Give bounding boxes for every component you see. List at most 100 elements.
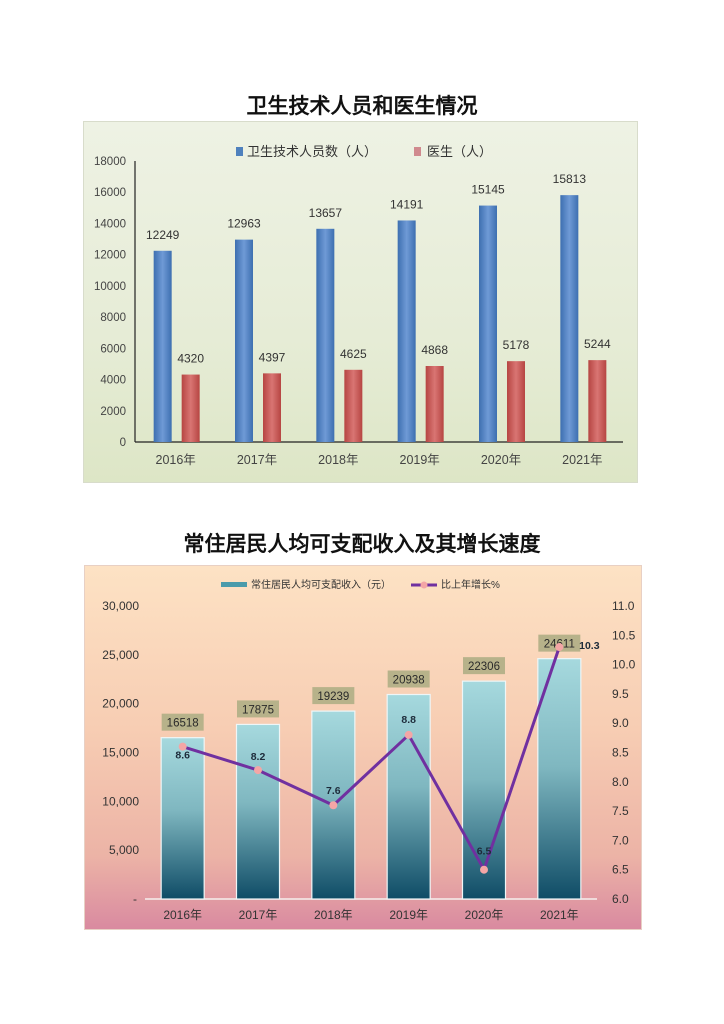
- bar-income: [160, 737, 205, 900]
- bar-income: [537, 658, 582, 900]
- y-left-tick-label: 20,000: [102, 697, 139, 711]
- data-label-staff: 14191: [390, 197, 424, 211]
- bar-doctors: [181, 374, 200, 442]
- x-tick-label: 2017年: [237, 453, 277, 467]
- y-tick-label: 10000: [94, 281, 126, 293]
- bar-staff: [397, 220, 416, 442]
- bar-income: [235, 723, 281, 900]
- x-tick-label: 2019年: [400, 453, 440, 467]
- y-right-tick-label: 10.0: [612, 658, 636, 672]
- x-tick-label: 2021年: [540, 908, 579, 922]
- data-label-staff: 13657: [309, 206, 343, 220]
- y-right-tick-label: 7.0: [612, 833, 629, 847]
- y-left-tick-label: 15,000: [102, 746, 139, 760]
- y-tick-label: 0: [120, 437, 126, 449]
- y-left-tick-label: 30,000: [102, 599, 139, 613]
- y-left-tick-label: 25,000: [102, 648, 139, 662]
- legend-swatch-staff: [236, 147, 243, 156]
- x-tick-label: 2021年: [562, 453, 602, 467]
- chart1-legend: 卫生技术人员数（人） 医生（人）: [236, 144, 492, 159]
- marker-growth: [555, 643, 564, 652]
- x-tick-label: 2018年: [314, 908, 353, 922]
- data-label-growth: 8.6: [175, 750, 190, 762]
- x-tick-label: 2020年: [481, 453, 521, 467]
- data-label-doctors: 4868: [421, 343, 448, 357]
- x-tick-label: 2019年: [389, 908, 428, 922]
- x-tick-label: 2020年: [465, 908, 504, 922]
- data-label-staff: 15813: [553, 172, 587, 186]
- bar-staff: [479, 205, 497, 442]
- data-label-doctors: 5244: [584, 337, 611, 351]
- data-label-growth: 6.5: [477, 846, 492, 858]
- x-tick-label: 2016年: [156, 453, 196, 467]
- legend-swatch-income: [221, 582, 247, 587]
- y-tick-label: 6000: [100, 343, 126, 355]
- chart2-title: 常住居民人均可支配收入及其增长速度: [183, 531, 541, 556]
- bar-income: [461, 680, 507, 900]
- data-label-income: 16518: [167, 718, 199, 730]
- data-label-income: 19239: [317, 691, 349, 703]
- data-label-income: 20938: [393, 675, 425, 687]
- x-tick-label: 2018年: [318, 453, 358, 467]
- bar-doctors: [507, 361, 525, 442]
- bar-staff: [153, 250, 172, 442]
- data-label-growth: 10.3: [579, 640, 600, 652]
- data-label-box-income: [237, 700, 279, 718]
- bar-staff: [235, 239, 253, 442]
- bar-staff: [560, 195, 579, 442]
- data-label-staff: 12963: [227, 217, 261, 231]
- y-tick-label: 16000: [94, 187, 126, 199]
- x-tick-label: 2017年: [239, 908, 278, 922]
- y-right-tick-label: 7.5: [612, 804, 629, 818]
- y-right-tick-label: 11.0: [612, 599, 635, 613]
- chart2-panel: 常住居民人均可支配收入（元） 比上年增长% - 5,000 10,000 15,000 20…: [84, 565, 642, 930]
- data-label-growth: 8.2: [251, 751, 266, 763]
- legend-label-staff: 卫生技术人员数（人）: [247, 144, 377, 159]
- y-tick-label: 18000: [94, 156, 126, 168]
- x-tick-label: 2016年: [163, 908, 202, 922]
- data-label-income: 22306: [468, 661, 500, 673]
- y-right-tick-label: 8.0: [612, 775, 629, 789]
- marker-growth: [178, 742, 187, 751]
- data-label-box-income: [463, 657, 505, 675]
- line-growth: [182, 646, 561, 872]
- bar-staff: [316, 228, 335, 442]
- y-right-tick-label: 6.0: [612, 892, 629, 906]
- data-label-staff: 12249: [146, 228, 180, 242]
- y-tick-label: 14000: [94, 218, 126, 230]
- legend-swatch-doctors: [414, 147, 421, 156]
- marker-growth: [254, 766, 262, 775]
- legend-label-doctors: 医生（人）: [427, 144, 492, 159]
- y-left-tick-label: 10,000: [102, 794, 139, 808]
- data-label-staff: 15145: [471, 183, 505, 197]
- chart1-title: 卫生技术人员和医生情况: [246, 93, 478, 118]
- data-label-box-income: [387, 670, 430, 688]
- data-label-box-income: [312, 687, 355, 705]
- marker-growth: [329, 801, 338, 810]
- bar-doctors: [344, 369, 363, 442]
- data-label-growth: 7.6: [326, 785, 341, 797]
- y-tick-label: 12000: [94, 250, 126, 262]
- legend-label-income: 常住居民人均可支配收入（元）: [251, 578, 391, 591]
- y-right-tick-label: 10.5: [612, 628, 636, 642]
- y-tick-label: 4000: [100, 375, 126, 387]
- bar-doctors: [425, 366, 444, 442]
- data-label-box-income: [161, 713, 204, 731]
- chart2-plot: 常住居民人均可支配收入（元） 比上年增长% - 5,000 10,000 15,000 20…: [102, 578, 636, 922]
- data-label-growth: 8.8: [401, 714, 416, 726]
- data-label-doctors: 4625: [340, 347, 367, 361]
- data-label-doctors: 4397: [259, 350, 286, 364]
- chart1-panel: 卫生技术人员数（人） 医生（人） 0 2000 4000 6000 8000 10000 120…: [83, 121, 638, 483]
- marker-growth: [480, 865, 488, 874]
- y-right-tick-label: 6.5: [612, 863, 629, 877]
- data-label-doctors: 5178: [503, 338, 530, 352]
- data-label-income: 17875: [242, 704, 274, 716]
- bar-doctors: [588, 360, 607, 442]
- y-tick-label: 8000: [100, 312, 126, 324]
- data-label-doctors: 4320: [177, 352, 204, 366]
- y-left-tick-label: -: [133, 892, 137, 906]
- bar-doctors: [263, 373, 281, 442]
- marker-growth: [404, 730, 413, 739]
- y-right-tick-label: 9.5: [612, 687, 629, 701]
- y-left-tick-label: 5,000: [109, 843, 139, 857]
